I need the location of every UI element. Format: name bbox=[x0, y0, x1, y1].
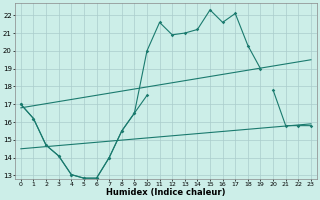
X-axis label: Humidex (Indice chaleur): Humidex (Indice chaleur) bbox=[106, 188, 226, 197]
